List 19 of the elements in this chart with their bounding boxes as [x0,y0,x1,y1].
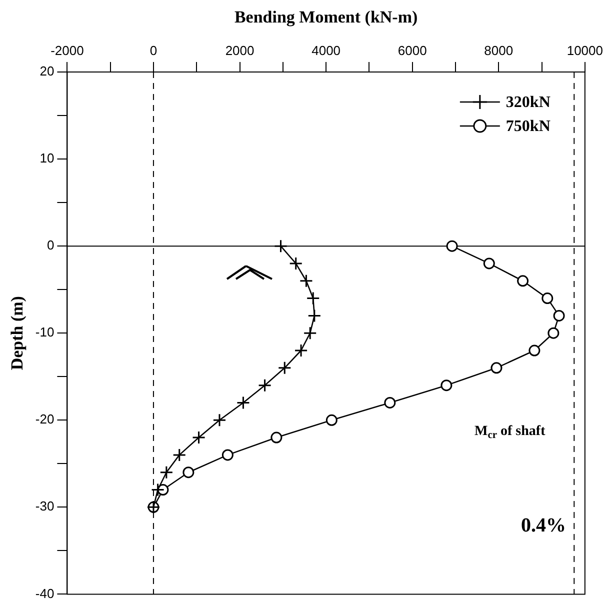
annotation: 0.4% [521,514,566,536]
y-axis-title: Depth (m) [8,296,27,370]
x-tick-label: 6000 [398,42,427,58]
x-tick-label: 8000 [484,42,514,58]
x-tick-label: 10000 [566,42,604,58]
y-tick-label: 10 [40,150,54,166]
y-tick-label: -20 [35,412,54,427]
y-tick-label: -40 [35,586,54,601]
x-tick-label: -2000 [50,42,84,58]
y-tick-label: 0 [46,238,54,253]
legend-label: 750kN [506,118,551,136]
x-tick-label: 4000 [312,42,341,58]
x-axis-title: Bending Moment (kN-m) [234,8,418,27]
x-tick-label: 2000 [225,42,254,58]
y-tick-label: -30 [35,498,54,514]
y-tick-label: -10 [35,324,54,340]
legend-label: 320kN [506,94,551,112]
x-tick-label: 0 [150,42,158,58]
y-tick-label: 20 [40,64,54,79]
